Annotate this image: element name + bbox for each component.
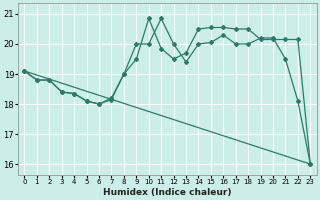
X-axis label: Humidex (Indice chaleur): Humidex (Indice chaleur) — [103, 188, 232, 197]
